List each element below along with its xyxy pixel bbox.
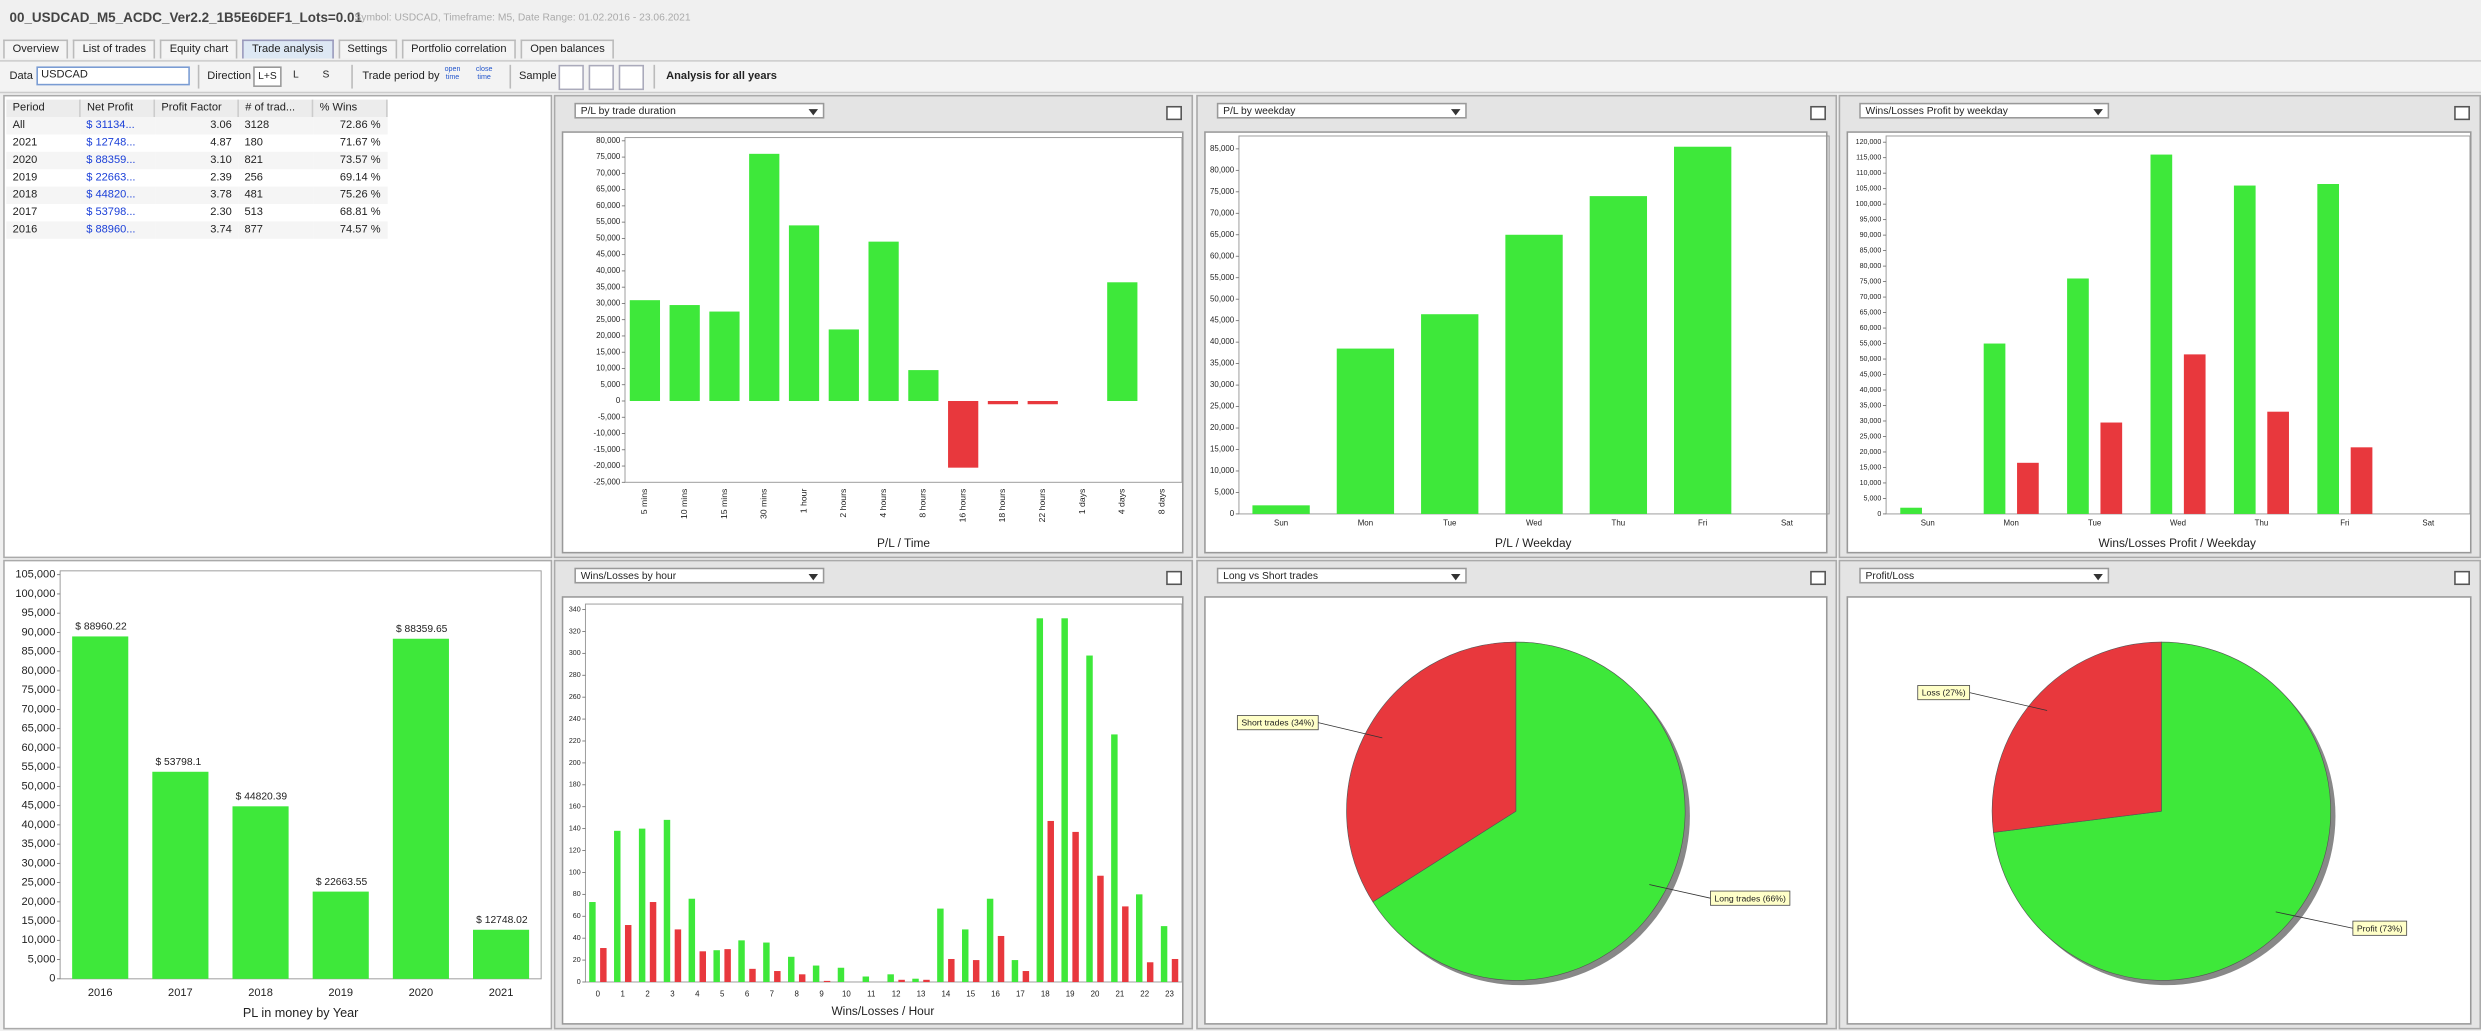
- tab[interactable]: Trade analysis: [242, 39, 334, 59]
- sample-icon[interactable]: [588, 64, 614, 91]
- column-header: Period: [6, 99, 81, 118]
- table-row: 2019 $ 22663... 2.39 256 69.14 %: [6, 169, 387, 186]
- plot-background: [1204, 596, 1828, 1025]
- maximize-button[interactable]: [1166, 570, 1182, 586]
- table-cell: 2.30: [210, 207, 232, 219]
- direction-button[interactable]: S: [322, 69, 330, 81]
- table-cell: 821: [238, 151, 313, 170]
- direction-button[interactable]: L: [293, 69, 299, 81]
- table-cell: All: [6, 117, 80, 135]
- column-header: Net Profit: [79, 99, 156, 118]
- table-cell: 69.14 %: [339, 172, 381, 184]
- table-cell: 4.87: [210, 137, 232, 149]
- table-cell: 68.81 %: [339, 207, 381, 219]
- table-cell: $ 88960...: [79, 221, 155, 239]
- maximize-button[interactable]: [2454, 105, 2470, 121]
- plot-background: [1846, 131, 2472, 554]
- table-cell: 2018: [6, 186, 80, 204]
- tab[interactable]: Open balances: [520, 39, 615, 59]
- toolbar: Data USDCAD Direction L+S L S Trade peri…: [0, 60, 2481, 94]
- table-cell: 513: [244, 207, 263, 219]
- table-row: 2018 $ 44820... 3.78 481 75.26 %: [6, 186, 387, 204]
- table-cell: $ 44820...: [79, 186, 155, 204]
- tab[interactable]: Portfolio correlation: [401, 39, 517, 59]
- maximize-button[interactable]: [1810, 105, 1826, 121]
- tab[interactable]: Settings: [337, 39, 397, 59]
- table-cell: 3.06: [154, 117, 239, 135]
- direction-label: Direction: [207, 71, 251, 83]
- table-cell: $ 31134...: [79, 117, 155, 135]
- sample-icon[interactable]: [558, 64, 584, 91]
- table-row: 2021 $ 12748... 4.87 180 71.67 %: [6, 134, 387, 151]
- table-row: 2020 $ 88359... 3.10 821 73.57 %: [6, 151, 387, 170]
- period-label: Trade period by: [362, 71, 440, 83]
- table-cell: 74.57 %: [312, 221, 387, 239]
- window-subtitle: Symbol: USDCAD, Timeframe: M5, Date Rang…: [354, 11, 691, 23]
- analysis-label: Analysis for all years: [666, 71, 777, 83]
- sample-icon[interactable]: [618, 64, 644, 91]
- table-cell: 2021: [12, 137, 38, 149]
- table-row: 2017 $ 53798... 2.30 513 68.81 %: [6, 204, 387, 221]
- column-header: % Wins: [312, 99, 388, 118]
- table-cell: 73.57 %: [312, 151, 387, 170]
- table-cell: 2016: [6, 221, 80, 239]
- maximize-button[interactable]: [2454, 570, 2470, 586]
- year-panel: [3, 559, 553, 1030]
- table-cell: 3.74: [154, 221, 239, 239]
- period-option[interactable]: close time: [475, 64, 493, 81]
- table-cell: 2019: [12, 172, 38, 184]
- separator: [509, 64, 512, 89]
- table-panel: [3, 94, 553, 559]
- symbol-select[interactable]: USDCAD: [36, 66, 190, 86]
- table-row: 2016 $ 88960... 3.74 877 74.57 %: [6, 221, 387, 239]
- column-header: # of trad...: [238, 99, 314, 118]
- separator: [653, 64, 656, 89]
- table-cell: $ 53798...: [86, 207, 136, 219]
- table-cell: $ 22663...: [86, 172, 136, 184]
- chart-select[interactable]: Profit/Loss: [1859, 567, 2110, 584]
- table-header: Period Net Profit Profit Factor # of trad..…: [6, 99, 388, 118]
- table-cell: 72.86 %: [312, 117, 387, 135]
- table-cell: $ 12748...: [86, 137, 136, 149]
- table-row: All $ 31134... 3.06 3128 72.86 %: [6, 117, 387, 135]
- maximize-button[interactable]: [1166, 105, 1182, 121]
- table-cell: 180: [244, 137, 263, 149]
- table-cell: 71.67 %: [339, 137, 381, 149]
- table-cell: 2.39: [210, 172, 232, 184]
- period-option[interactable]: open time: [444, 64, 461, 81]
- table-cell: 3.10: [154, 151, 239, 170]
- data-label: Data: [9, 71, 33, 83]
- summary-table: Period Net Profit Profit Factor # of trad..…: [6, 99, 388, 239]
- tab[interactable]: List of trades: [73, 39, 156, 59]
- column-header: Profit Factor: [154, 99, 239, 118]
- tab[interactable]: Overview: [3, 39, 69, 59]
- table-cell: 75.26 %: [312, 186, 387, 204]
- plot-background: [1204, 131, 1828, 554]
- chart-select[interactable]: P/L by trade duration: [574, 102, 825, 119]
- chart-select[interactable]: P/L by weekday: [1216, 102, 1467, 119]
- table-cell: 877: [238, 221, 313, 239]
- sample-label: Sample: [518, 71, 557, 83]
- plot-background: [1846, 596, 2472, 1025]
- tab[interactable]: Equity chart: [160, 39, 238, 59]
- window-title: 00_USDCAD_M5_ACDC_Ver2.2_1B5E6DEF1_Lots=…: [9, 9, 362, 26]
- table-cell: 481: [238, 186, 313, 204]
- table-cell: 3128: [238, 117, 313, 135]
- chart-select[interactable]: Wins/Losses by hour: [574, 567, 825, 584]
- direction-button[interactable]: L+S: [253, 66, 282, 87]
- table-cell: 2017: [12, 207, 38, 219]
- chart-select[interactable]: Long vs Short trades: [1216, 567, 1467, 584]
- tab-bar: Overview List of trades Equity chart Trade …: [3, 39, 615, 59]
- table-cell: 3.78: [154, 186, 239, 204]
- separator: [197, 64, 200, 89]
- table-cell: 2020: [6, 151, 80, 170]
- chart-select[interactable]: Wins/Losses Profit by weekday: [1859, 102, 2110, 119]
- separator: [351, 64, 353, 89]
- plot-background: [561, 596, 1184, 1025]
- table-cell: 256: [244, 172, 263, 184]
- plot-background: [561, 131, 1184, 554]
- maximize-button[interactable]: [1810, 570, 1826, 586]
- table-cell: $ 88359...: [79, 151, 155, 170]
